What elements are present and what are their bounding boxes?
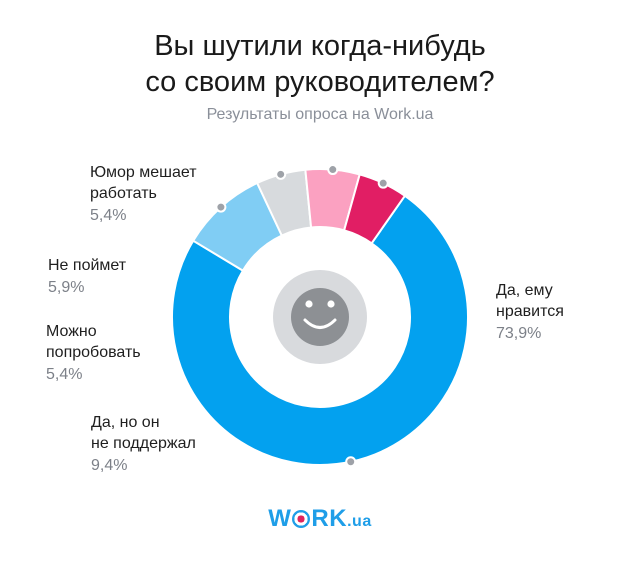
slice-label-wont-understand: Не поймет 5,9% — [48, 255, 126, 298]
slice-label-wont-understand-value: 5,9% — [48, 279, 85, 296]
smiley-face-icon — [273, 270, 367, 364]
slice-label-yes-likes: Да, ему нравится 73,9% — [496, 280, 564, 344]
slice-label-can-try-line-2: попробовать — [46, 344, 141, 361]
slice-yes-likes — [171, 194, 469, 466]
slice-label-can-try-value: 5,4% — [46, 366, 83, 383]
slice-marker-yes-not-supported — [215, 201, 227, 213]
slice-label-yes-not-supported: Да, но он не поддержал 9,4% — [91, 412, 196, 476]
work-ua-logo: W RK.ua — [0, 505, 640, 533]
slice-humor-interferes — [342, 173, 407, 245]
chart-title-line-1: Вы шутили когда-нибудь — [154, 30, 486, 62]
slice-label-yes-likes-line-2: нравится — [496, 303, 564, 320]
slice-label-humor-interferes-line-2: работать — [90, 185, 157, 202]
slice-marker-humor-interferes — [377, 177, 389, 189]
logo-text-left: W — [268, 505, 292, 532]
logo-domain: .ua — [347, 513, 372, 530]
slice-label-yes-not-supported-line-1: Да, но он — [91, 414, 160, 431]
slice-label-yes-likes-line-1: Да, ему — [496, 282, 553, 299]
slice-label-can-try-line-1: Можно — [46, 323, 97, 340]
logo-target-icon — [292, 510, 311, 528]
slice-label-yes-likes-value: 73,9% — [496, 325, 542, 342]
chart-subtitle: Результаты опроса на Work.ua — [206, 106, 434, 123]
slice-label-humor-interferes-line-1: Юмор мешает — [90, 164, 197, 181]
slice-label-can-try: Можно попробовать 5,4% — [46, 321, 141, 385]
slice-marker-can-try — [275, 168, 287, 180]
slice-marker-wont-understand — [327, 164, 339, 176]
slice-label-humor-interferes-value: 5,4% — [90, 207, 127, 224]
slice-markers — [215, 164, 389, 468]
slice-label-yes-not-supported-line-2: не поддержал — [91, 435, 196, 452]
donut-slices — [171, 168, 469, 466]
slice-marker-yes-likes — [345, 456, 357, 468]
slice-label-humor-interferes: Юмор мешает работать 5,4% — [90, 162, 197, 226]
chart-title: Вы шутили когда-нибудь со своим руководи… — [0, 28, 640, 100]
slice-label-wont-understand-line-1: Не поймет — [48, 257, 127, 274]
slice-label-yes-not-supported-value: 9,4% — [91, 457, 128, 474]
logo-text-right: RK — [311, 505, 348, 532]
chart-title-line-2: со своим руководителем? — [145, 66, 495, 98]
